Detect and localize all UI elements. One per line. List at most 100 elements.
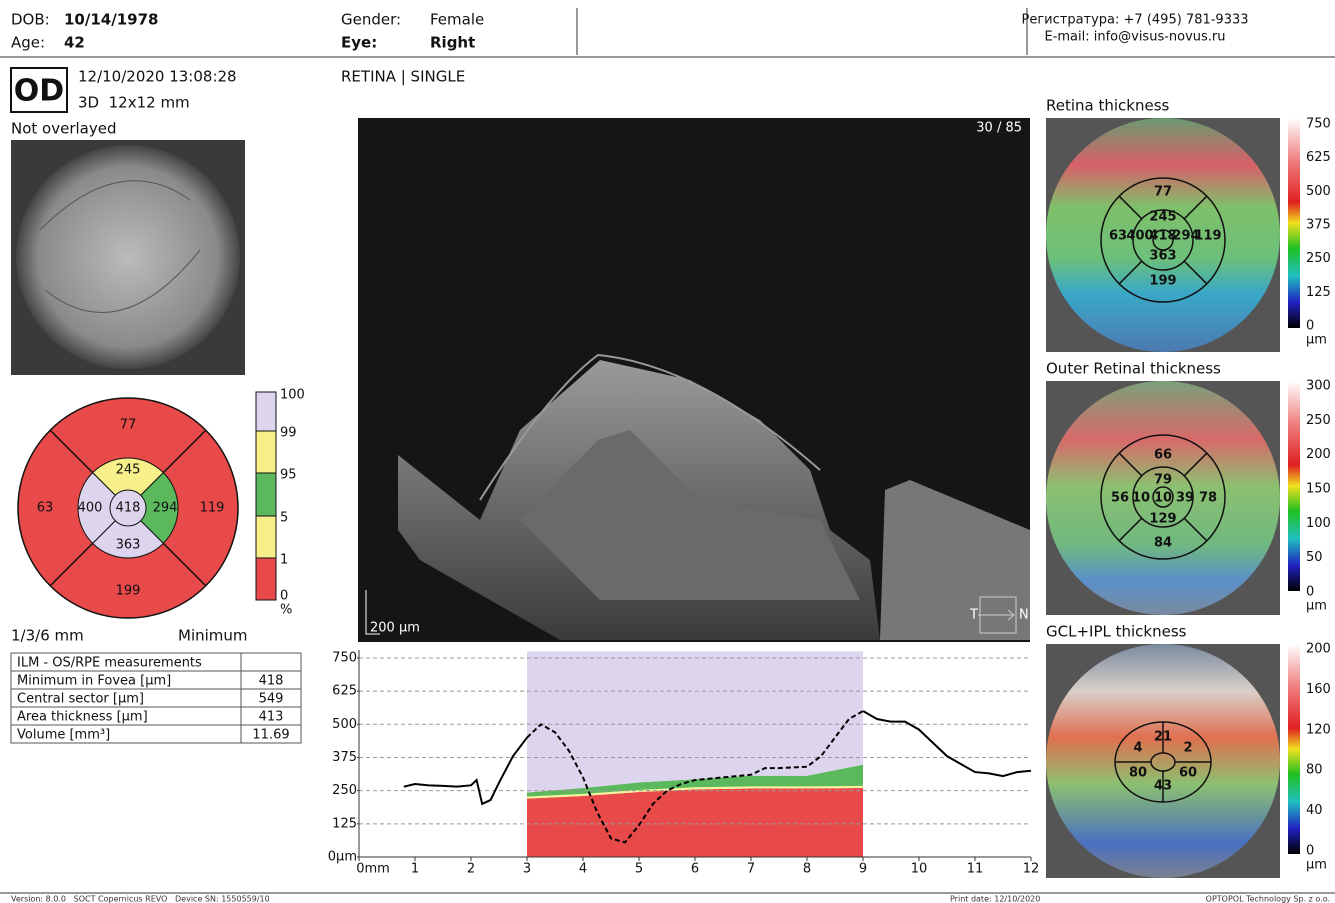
- sector-value: 199: [116, 584, 141, 599]
- map-value: 63: [1109, 229, 1127, 244]
- etdrs-grid: [17, 397, 239, 619]
- colorbar-label: 0: [1306, 585, 1314, 600]
- map-value: 129: [1149, 512, 1176, 527]
- norm-band: [527, 785, 863, 799]
- sector: [77, 471, 129, 545]
- map-images: [1046, 118, 1300, 878]
- tissue-right: [880, 480, 1030, 640]
- sector-value: 63: [37, 501, 54, 516]
- y-tick-label: 375: [332, 750, 357, 765]
- colorbar-label: 100: [1306, 516, 1331, 531]
- map-colorbar: [1288, 381, 1300, 591]
- membrane: [479, 353, 821, 501]
- scan-mode: RETINA | SINGLE: [341, 68, 465, 86]
- sector: [91, 457, 165, 509]
- colorbar-label: 125: [1306, 285, 1331, 300]
- legend-label: %: [280, 603, 292, 618]
- profile-line: [403, 710, 1032, 806]
- eye-label: Eye:: [341, 34, 377, 52]
- map-value: 199: [1149, 274, 1176, 289]
- colorbar-label: 375: [1306, 218, 1331, 233]
- colorbar-label: 200: [1306, 642, 1331, 657]
- map-value: 77: [1154, 185, 1172, 200]
- dob: 10/14/1978: [64, 11, 158, 29]
- overlay-state: Not overlayed: [11, 120, 116, 138]
- colorbar-label: 80: [1306, 763, 1323, 778]
- eye-code: OD: [14, 74, 64, 109]
- tissue-layer: [520, 430, 860, 600]
- legend-label: 0: [280, 589, 288, 604]
- x-tick-label: 4: [579, 862, 587, 877]
- map-value: 10: [1132, 491, 1150, 506]
- company: OPTOPOL Technology Sp. z o.o.: [1206, 895, 1330, 903]
- legend-band: [255, 430, 277, 474]
- sector-value: 418: [116, 501, 141, 516]
- x-tick-label: 1: [411, 862, 419, 877]
- method-label: Minimum: [178, 627, 248, 645]
- scan-protocol: 3D 12x12 mm: [78, 94, 190, 112]
- colorbar-label: 200: [1306, 447, 1331, 462]
- map-value: 56: [1111, 491, 1129, 506]
- eye: Right: [430, 34, 475, 52]
- sector-value: 294: [153, 501, 178, 516]
- table-label: Central sector [µm]: [17, 692, 144, 707]
- sector: [91, 507, 165, 559]
- table-frame: [10, 652, 302, 744]
- percentile-legend: [255, 391, 277, 601]
- x-tick-label: 10: [911, 862, 928, 877]
- colorbar-unit: µm: [1306, 599, 1327, 614]
- x-tick-label: 7: [747, 862, 755, 877]
- x-tick-label: 12: [1023, 862, 1040, 877]
- x-tick-label: 3: [523, 862, 531, 877]
- dob-label: DOB:: [11, 11, 50, 29]
- colorbar-unit: µm: [1306, 333, 1327, 348]
- vessels: [39, 180, 201, 313]
- x-tick-label: 9: [859, 862, 867, 877]
- x-tick-label: 0mm: [356, 862, 390, 877]
- map-value: 43: [1154, 779, 1172, 794]
- sector-value: 363: [116, 538, 141, 553]
- colorbar-label: 750: [1306, 117, 1331, 132]
- map-value: 79: [1154, 473, 1172, 488]
- colorbar-label: 300: [1306, 379, 1331, 394]
- map-value: 60: [1179, 766, 1197, 781]
- y-tick-label: 625: [332, 684, 357, 699]
- sector-value: 400: [78, 501, 103, 516]
- map-value: 4: [1133, 741, 1142, 756]
- map-color: [1046, 381, 1280, 615]
- y-tick-label: 500: [332, 717, 357, 732]
- x-tick-label: 8: [803, 862, 811, 877]
- colorbar-label: 120: [1306, 722, 1331, 737]
- legend-label: 95: [280, 468, 297, 483]
- colorbar-label: 500: [1306, 184, 1331, 199]
- grid-label: 1/3/6 mm: [11, 627, 84, 645]
- legend-band: [255, 391, 277, 432]
- colorbar-label: 0: [1306, 319, 1314, 334]
- map-value: 21: [1154, 730, 1172, 745]
- axis: [358, 650, 1031, 858]
- table-title: ILM - OS/RPE measurements: [17, 656, 202, 671]
- table-value: 418: [259, 674, 284, 689]
- map-value: 80: [1129, 766, 1147, 781]
- map-value: 245: [1149, 210, 1176, 225]
- temporal-label: T: [969, 608, 978, 623]
- table-label: Minimum in Fovea [µm]: [17, 674, 171, 689]
- legend-band: [255, 472, 277, 517]
- fundus-disc: [16, 145, 240, 369]
- map-value: 2: [1183, 741, 1192, 756]
- map-value: 78: [1199, 491, 1217, 506]
- frame-index: 30 / 85: [976, 121, 1022, 136]
- x-tick-label: 5: [635, 862, 643, 877]
- map-title: GCL+IPL thickness: [1046, 623, 1187, 641]
- map-grid: [1100, 177, 1226, 803]
- table-label: Volume [mm³]: [17, 728, 110, 743]
- map-colorbar: [1288, 118, 1300, 328]
- legend-label: 1: [280, 553, 288, 568]
- legend-label: 99: [280, 426, 297, 441]
- sector: [127, 471, 179, 545]
- nasal-label: N: [1019, 608, 1029, 623]
- legend-label: 100: [280, 388, 305, 403]
- map-value: 363: [1149, 249, 1176, 264]
